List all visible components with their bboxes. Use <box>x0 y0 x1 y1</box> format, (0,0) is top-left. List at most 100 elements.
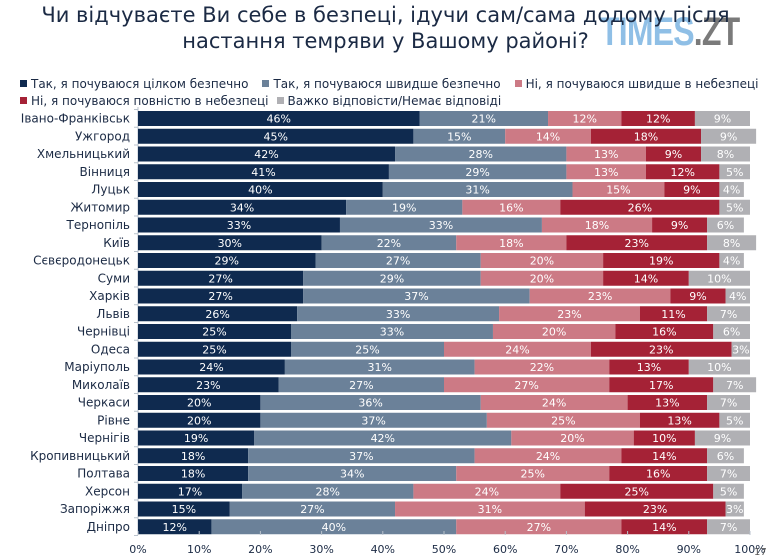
category-label: Івано-Франківськ <box>21 112 130 126</box>
value-label: 13% <box>637 361 661 374</box>
x-tick-label: 10% <box>187 543 211 556</box>
bar-segment <box>413 483 561 499</box>
value-label: 10% <box>652 432 676 445</box>
value-label: 4% <box>723 255 740 268</box>
value-label: 31% <box>368 361 392 374</box>
bar-segment <box>621 111 695 126</box>
value-label: 4% <box>729 290 746 303</box>
value-label: 33% <box>386 308 410 321</box>
category-label: Київ <box>103 236 130 250</box>
bar-segment <box>480 270 604 286</box>
value-label: 28% <box>315 485 339 498</box>
bar-segment <box>511 430 634 446</box>
bar-segment <box>621 519 708 535</box>
bar-segment <box>480 395 628 410</box>
value-label: 23% <box>588 290 612 303</box>
value-label: 9% <box>714 432 731 445</box>
bar-segment <box>645 164 720 180</box>
value-label: 17% <box>178 485 202 498</box>
value-label: 23% <box>643 503 667 516</box>
value-label: 9% <box>683 184 700 197</box>
legend-label: Важко відповісти/Немає відповіді <box>287 93 502 108</box>
bar-segment <box>713 324 750 339</box>
bar-segment <box>303 288 530 304</box>
bar-segment <box>566 235 708 251</box>
value-label: 27% <box>208 272 232 285</box>
value-label: 34% <box>230 201 254 214</box>
bar-segment <box>419 111 549 126</box>
bar-segment <box>229 501 396 517</box>
bar-segment <box>725 501 744 517</box>
value-label: 26% <box>628 201 652 214</box>
category-label: Хмельницький <box>37 147 130 161</box>
value-label: 9% <box>671 219 688 232</box>
bar-segment <box>688 359 750 375</box>
bar-segment <box>315 253 481 268</box>
value-label: 22% <box>530 361 554 374</box>
bar-segment <box>652 217 708 233</box>
bar-segment <box>474 359 610 375</box>
value-label: 42% <box>371 432 395 445</box>
category-label: Ужгород <box>75 129 130 143</box>
value-label: 15% <box>447 130 471 143</box>
bar-segment <box>639 412 720 428</box>
value-label: 7% <box>720 308 737 321</box>
bar-segment <box>480 253 604 268</box>
category-label: Чернівці <box>77 325 130 339</box>
category-label: Тернопіль <box>66 218 130 232</box>
value-label: 23% <box>649 343 673 356</box>
value-label: 10% <box>707 361 731 374</box>
bar-segment <box>138 217 340 233</box>
value-label: 24% <box>536 450 560 463</box>
bar-segment <box>492 324 616 339</box>
bar-segment <box>284 359 475 375</box>
value-label: 18% <box>181 468 205 481</box>
bar-segment <box>603 253 720 268</box>
legend-swatch <box>20 80 27 87</box>
category-label: Суми <box>98 271 130 285</box>
legend-swatch <box>262 80 270 87</box>
value-label: 9% <box>689 290 706 303</box>
value-label: 16% <box>499 201 523 214</box>
category-label: Рівне <box>97 413 130 427</box>
bar-segment <box>670 288 726 304</box>
bar-segment <box>725 288 750 304</box>
value-label: 3% <box>726 503 743 516</box>
value-label: 37% <box>404 290 428 303</box>
category-label: Дніпро <box>87 520 130 534</box>
value-label: 18% <box>499 237 523 250</box>
logo-times: TIMES <box>600 10 695 54</box>
value-label: 17% <box>649 379 673 392</box>
value-label: 23% <box>625 237 649 250</box>
x-tick-label: 0% <box>129 543 146 556</box>
value-label: 45% <box>263 130 287 143</box>
bar-segment <box>719 182 744 197</box>
value-label: 9% <box>714 113 731 126</box>
legend-row-2: Ні, я почуваюся повністю в небезпеці Важ… <box>20 92 770 109</box>
legend-label: Ні, я почуваюся повністю в небезпеці <box>31 93 269 108</box>
bar-segment <box>382 182 573 197</box>
legend: Так, я почуваюся цілком безпечно Так, я … <box>20 75 770 109</box>
value-label: 33% <box>429 219 453 232</box>
value-label: 10% <box>707 272 731 285</box>
bar-segment <box>621 448 708 464</box>
value-label: 6% <box>723 326 740 339</box>
bar-segment <box>138 412 261 428</box>
value-label: 14% <box>652 450 676 463</box>
value-label: 7% <box>720 521 737 534</box>
category-label: Сєвєродонецьк <box>33 254 130 268</box>
bar-segment <box>138 128 414 144</box>
value-label: 46% <box>267 113 291 126</box>
value-label: 37% <box>361 414 385 427</box>
value-label: 7% <box>726 379 743 392</box>
logo-zt: .ZT <box>693 10 740 54</box>
value-label: 25% <box>551 414 575 427</box>
bar-segment <box>138 483 243 499</box>
value-label: 31% <box>478 503 502 516</box>
category-label: Запоріжжя <box>60 502 130 516</box>
legend-swatch <box>514 80 522 87</box>
bar-segment <box>707 306 750 322</box>
value-label: 9% <box>665 148 682 161</box>
bar-segment <box>486 412 640 428</box>
bar-segment <box>566 164 646 180</box>
